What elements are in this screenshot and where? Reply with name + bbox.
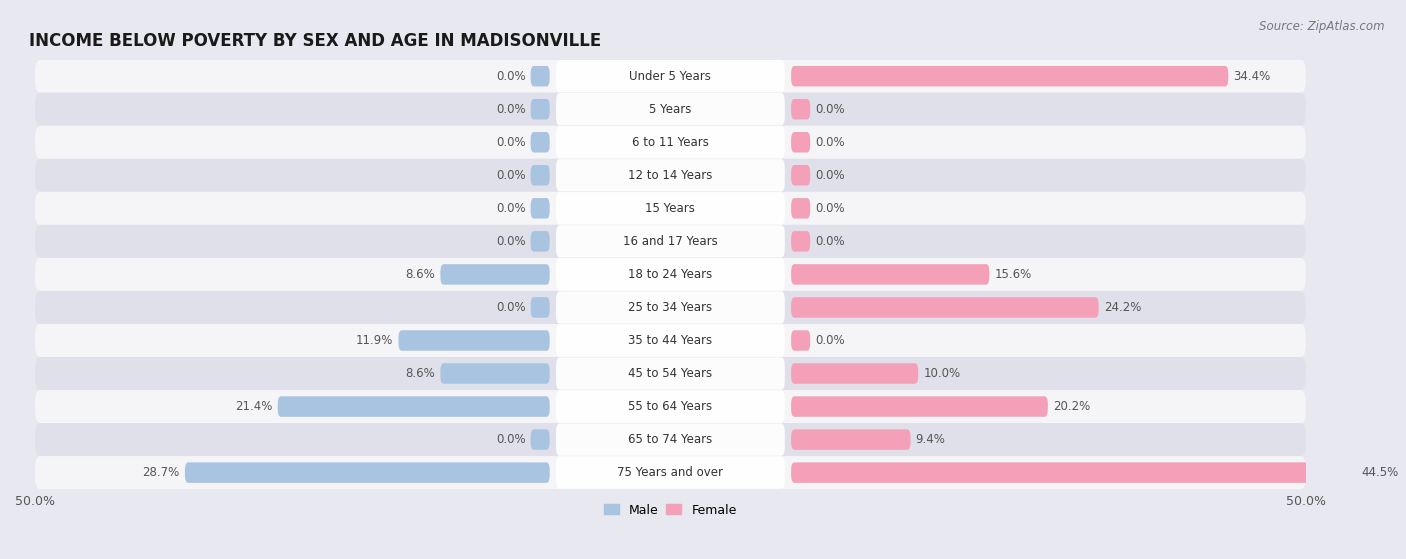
Text: 0.0%: 0.0% xyxy=(496,136,526,149)
FancyBboxPatch shape xyxy=(35,60,1306,93)
Text: 34.4%: 34.4% xyxy=(1233,70,1271,83)
Text: 0.0%: 0.0% xyxy=(496,70,526,83)
Text: INCOME BELOW POVERTY BY SEX AND AGE IN MADISONVILLE: INCOME BELOW POVERTY BY SEX AND AGE IN M… xyxy=(28,32,600,50)
Text: 9.4%: 9.4% xyxy=(915,433,946,446)
Text: 0.0%: 0.0% xyxy=(496,433,526,446)
Text: 55 to 64 Years: 55 to 64 Years xyxy=(628,400,713,413)
FancyBboxPatch shape xyxy=(792,429,911,450)
FancyBboxPatch shape xyxy=(792,231,810,252)
Text: Under 5 Years: Under 5 Years xyxy=(630,70,711,83)
FancyBboxPatch shape xyxy=(555,126,785,158)
Text: 65 to 74 Years: 65 to 74 Years xyxy=(628,433,713,446)
FancyBboxPatch shape xyxy=(792,297,1098,318)
FancyBboxPatch shape xyxy=(440,363,550,384)
Text: 0.0%: 0.0% xyxy=(815,169,845,182)
FancyBboxPatch shape xyxy=(792,198,810,219)
FancyBboxPatch shape xyxy=(530,231,550,252)
FancyBboxPatch shape xyxy=(530,165,550,186)
FancyBboxPatch shape xyxy=(792,99,810,120)
FancyBboxPatch shape xyxy=(530,297,550,318)
Text: 5 Years: 5 Years xyxy=(650,103,692,116)
FancyBboxPatch shape xyxy=(792,264,990,285)
FancyBboxPatch shape xyxy=(440,264,550,285)
FancyBboxPatch shape xyxy=(792,132,810,153)
Text: 8.6%: 8.6% xyxy=(405,367,436,380)
Text: 18 to 24 Years: 18 to 24 Years xyxy=(628,268,713,281)
Text: 0.0%: 0.0% xyxy=(496,235,526,248)
FancyBboxPatch shape xyxy=(555,324,785,357)
FancyBboxPatch shape xyxy=(35,258,1306,291)
Text: 44.5%: 44.5% xyxy=(1362,466,1399,479)
FancyBboxPatch shape xyxy=(35,192,1306,225)
FancyBboxPatch shape xyxy=(35,225,1306,258)
Text: 45 to 54 Years: 45 to 54 Years xyxy=(628,367,713,380)
Text: 10.0%: 10.0% xyxy=(924,367,960,380)
FancyBboxPatch shape xyxy=(555,225,785,258)
FancyBboxPatch shape xyxy=(555,159,785,192)
Text: 0.0%: 0.0% xyxy=(815,235,845,248)
Text: 24.2%: 24.2% xyxy=(1104,301,1142,314)
Text: Source: ZipAtlas.com: Source: ZipAtlas.com xyxy=(1260,20,1385,32)
FancyBboxPatch shape xyxy=(792,462,1357,483)
Text: 28.7%: 28.7% xyxy=(142,466,180,479)
Text: 6 to 11 Years: 6 to 11 Years xyxy=(631,136,709,149)
FancyBboxPatch shape xyxy=(35,456,1306,489)
FancyBboxPatch shape xyxy=(35,159,1306,192)
Text: 0.0%: 0.0% xyxy=(496,202,526,215)
FancyBboxPatch shape xyxy=(555,258,785,291)
Text: 8.6%: 8.6% xyxy=(405,268,436,281)
Text: 0.0%: 0.0% xyxy=(815,103,845,116)
FancyBboxPatch shape xyxy=(555,192,785,225)
Text: 20.2%: 20.2% xyxy=(1053,400,1090,413)
Text: 75 Years and over: 75 Years and over xyxy=(617,466,724,479)
FancyBboxPatch shape xyxy=(35,357,1306,390)
FancyBboxPatch shape xyxy=(555,457,785,489)
Text: 11.9%: 11.9% xyxy=(356,334,394,347)
FancyBboxPatch shape xyxy=(35,126,1306,159)
FancyBboxPatch shape xyxy=(792,165,810,186)
FancyBboxPatch shape xyxy=(530,132,550,153)
FancyBboxPatch shape xyxy=(35,324,1306,357)
FancyBboxPatch shape xyxy=(35,291,1306,324)
FancyBboxPatch shape xyxy=(555,423,785,456)
Text: 0.0%: 0.0% xyxy=(815,334,845,347)
Text: 0.0%: 0.0% xyxy=(496,301,526,314)
Text: 25 to 34 Years: 25 to 34 Years xyxy=(628,301,713,314)
FancyBboxPatch shape xyxy=(792,330,810,350)
Text: 0.0%: 0.0% xyxy=(496,103,526,116)
FancyBboxPatch shape xyxy=(398,330,550,350)
FancyBboxPatch shape xyxy=(792,396,1047,417)
FancyBboxPatch shape xyxy=(555,60,785,92)
FancyBboxPatch shape xyxy=(35,423,1306,456)
Text: 15 Years: 15 Years xyxy=(645,202,696,215)
FancyBboxPatch shape xyxy=(35,93,1306,126)
FancyBboxPatch shape xyxy=(555,93,785,125)
FancyBboxPatch shape xyxy=(35,390,1306,423)
FancyBboxPatch shape xyxy=(530,99,550,120)
Text: 21.4%: 21.4% xyxy=(235,400,273,413)
FancyBboxPatch shape xyxy=(186,462,550,483)
Text: 0.0%: 0.0% xyxy=(815,136,845,149)
FancyBboxPatch shape xyxy=(530,198,550,219)
FancyBboxPatch shape xyxy=(792,66,1229,87)
Text: 12 to 14 Years: 12 to 14 Years xyxy=(628,169,713,182)
Text: 16 and 17 Years: 16 and 17 Years xyxy=(623,235,718,248)
Text: 0.0%: 0.0% xyxy=(496,169,526,182)
FancyBboxPatch shape xyxy=(555,291,785,324)
FancyBboxPatch shape xyxy=(555,357,785,390)
FancyBboxPatch shape xyxy=(530,66,550,87)
FancyBboxPatch shape xyxy=(278,396,550,417)
FancyBboxPatch shape xyxy=(530,429,550,450)
Legend: Male, Female: Male, Female xyxy=(599,499,742,522)
Text: 0.0%: 0.0% xyxy=(815,202,845,215)
FancyBboxPatch shape xyxy=(792,363,918,384)
Text: 15.6%: 15.6% xyxy=(994,268,1032,281)
Text: 35 to 44 Years: 35 to 44 Years xyxy=(628,334,713,347)
FancyBboxPatch shape xyxy=(555,390,785,423)
